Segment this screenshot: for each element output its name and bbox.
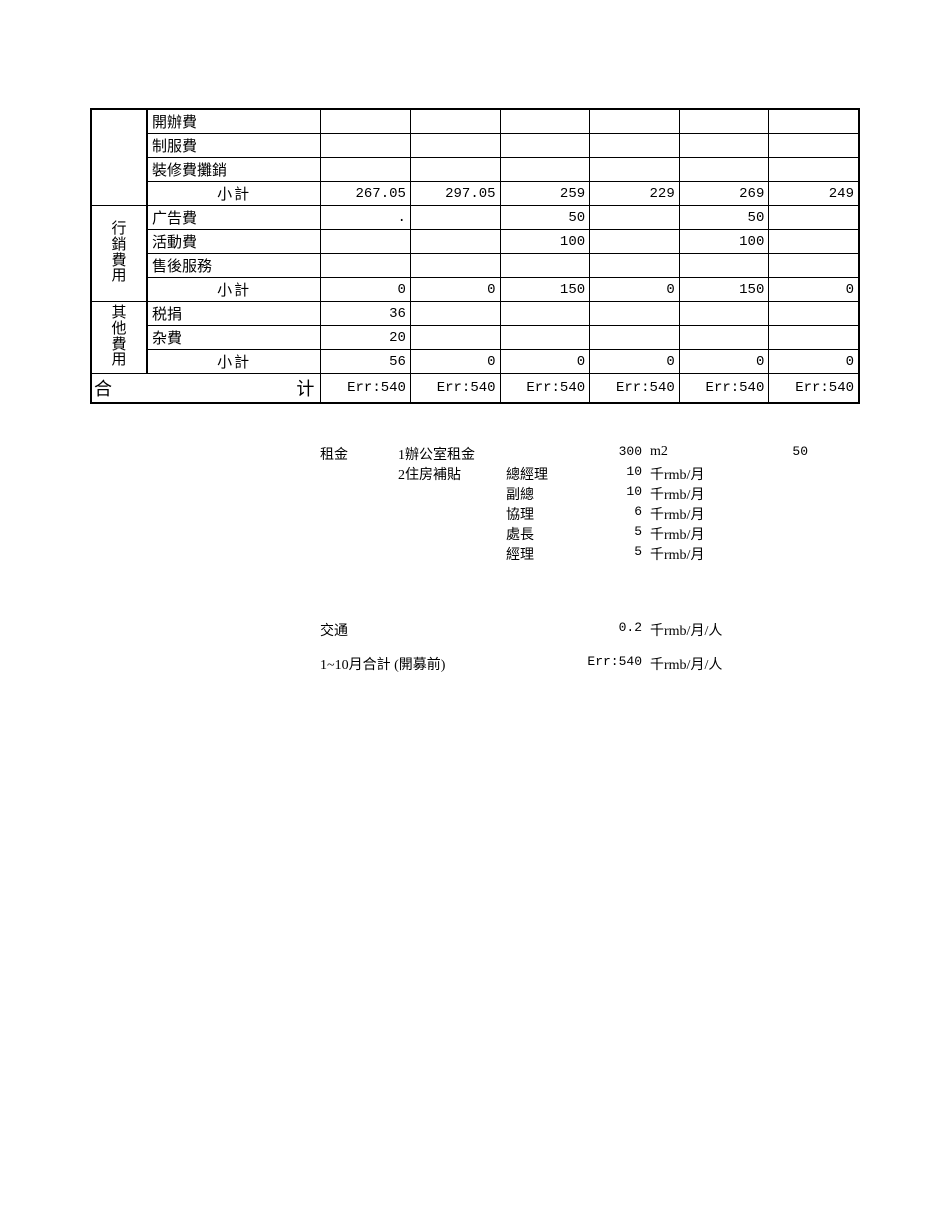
total-110-label: 1~10月合計 (開募前) [316,654,502,674]
item-cell: 活動費 [147,230,321,254]
office-rent-label: 1辦公室租金 [394,444,502,464]
table-row: 售後服務 [91,254,859,278]
housing-label: 2住房補貼 [394,464,502,484]
role-cell: 處長 [502,524,574,544]
table-row: 行銷費用 广告費 . 50 50 [91,206,859,230]
category-cell-blank [91,109,147,206]
total-110-row: 1~10月合計 (開募前) Err:540 千rmb/月/人 [316,654,812,674]
item-cell: 售後服務 [147,254,321,278]
rent-label: 租金 [316,444,394,464]
category-cell-other: 其他費用 [91,302,147,374]
subtotal-label: 小計 [147,350,321,374]
role-cell: 協理 [502,504,574,524]
role-cell: 總經理 [502,464,574,484]
subtotal-row: 小計 0 0 150 0 150 0 [91,278,859,302]
office-rent-unit: m2 [646,444,744,464]
item-cell: 開辦費 [147,109,321,134]
item-cell: 裝修費攤銷 [147,158,321,182]
table-row: 裝修費攤銷 [91,158,859,182]
table-row: 經理 5 千rmb/月 [316,544,812,564]
role-cell: 經理 [502,544,574,564]
table-row: 處長 5 千rmb/月 [316,524,812,544]
role-cell: 副總 [502,484,574,504]
table-row: 租金 1辦公室租金 300 m2 50 [316,444,812,464]
category-cell-marketing: 行銷費用 [91,206,147,302]
subtotal-label: 小計 [147,278,321,302]
traffic-row: 交通 0.2 千rmb/月/人 [316,620,812,640]
item-cell: 税捐 [147,302,321,326]
item-cell: 杂費 [147,326,321,350]
office-rent-val: 300 [574,444,646,464]
lower-notes: 租金 1辦公室租金 300 m2 50 2住房補貼 總經理 10 千rmb/月 … [316,444,860,674]
table-row: 開辦費 [91,109,859,134]
subtotal-label: 小計 [147,182,321,206]
table-row: 2住房補貼 總經理 10 千rmb/月 [316,464,812,484]
traffic-label: 交通 [316,620,394,640]
expense-table: 開辦費 制服費 裝修費攤銷 小計 267.05 297.05 259 229 2… [90,108,860,404]
item-cell: 制服費 [147,134,321,158]
table-row: 其他費用 税捐 36 [91,302,859,326]
item-cell: 广告費 [147,206,321,230]
grand-total-label: 合 计 [91,374,321,404]
office-rent-extra: 50 [744,444,812,464]
table-row: 制服費 [91,134,859,158]
subtotal-row: 小計 267.05 297.05 259 229 269 249 [91,182,859,206]
grand-total-row: 合 计 Err:540 Err:540 Err:540 Err:540 Err:… [91,374,859,404]
table-row: 活動費 100 100 [91,230,859,254]
table-row: 副總 10 千rmb/月 [316,484,812,504]
table-row: 協理 6 千rmb/月 [316,504,812,524]
subtotal-row: 小計 56 0 0 0 0 0 [91,350,859,374]
table-row: 杂費 20 [91,326,859,350]
rent-table: 租金 1辦公室租金 300 m2 50 2住房補貼 總經理 10 千rmb/月 … [316,444,812,674]
